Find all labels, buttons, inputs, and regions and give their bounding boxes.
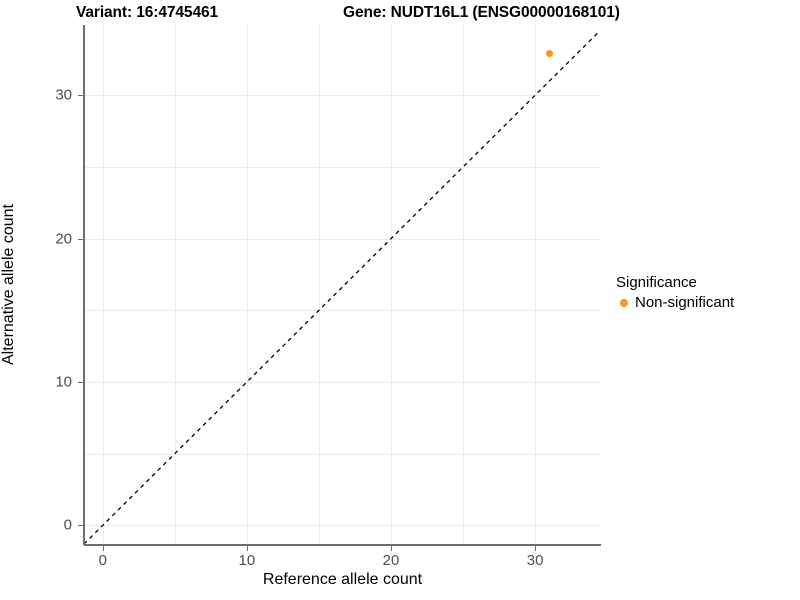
legend-key-icon [616,295,632,311]
grid-line-horizontal [84,525,600,527]
x-axis-tick [535,546,537,551]
identity-reference-line [84,25,600,544]
y-axis-tick-label: 30 [55,86,72,104]
x-axis-tick-label: 20 [382,552,400,569]
grid-line-horizontal [84,238,600,240]
grid-line-horizontal [84,453,600,455]
grid-line-vertical [246,25,248,544]
x-axis-tick-label: 30 [526,552,544,569]
x-axis-tick-label: 0 [98,552,107,569]
data-point[interactable] [546,50,554,58]
grid-line-horizontal [84,381,600,383]
legend-item[interactable]: Non-significant [616,293,734,312]
grid-line-horizontal [84,166,600,168]
grid-line-horizontal [84,95,600,97]
gene-title: Gene: NUDT16L1 (ENSG00000168101) [343,4,620,21]
y-axis-tick-label: 0 [63,516,72,534]
grid-line-vertical [535,25,537,544]
y-axis-tick [78,95,83,97]
legend-items: Non-significant [616,293,734,312]
legend-item-label: Non-significant [635,294,735,311]
x-axis-tick [391,546,392,551]
y-axis-tick [78,525,83,527]
y-axis-tick [78,238,83,240]
legend-title: Significance [616,274,697,291]
grid-line-vertical [318,25,320,544]
x-axis-title: Reference allele count [262,571,423,588]
y-axis-title: Alternative allele count [0,204,17,365]
grid-line-vertical [174,25,176,544]
legend-dot-icon [620,298,628,307]
grid-line-vertical [463,25,465,544]
x-axis-tick-label: 10 [238,552,256,569]
plot-panel [84,25,600,544]
y-axis-tick-label: 10 [55,373,72,391]
grid-line-vertical [102,25,104,544]
legend: Significance Non-significant [616,273,734,312]
y-axis-tick [78,381,83,383]
x-axis-tick [102,546,104,551]
y-axis-line [83,25,85,545]
x-axis-line [84,544,601,546]
x-axis-tick [246,546,248,551]
grid-line-horizontal [84,310,600,312]
grid-line-vertical [391,25,392,544]
variant-title: Variant: 16:4745461 [76,4,219,21]
y-axis-tick-label: 20 [55,230,72,248]
